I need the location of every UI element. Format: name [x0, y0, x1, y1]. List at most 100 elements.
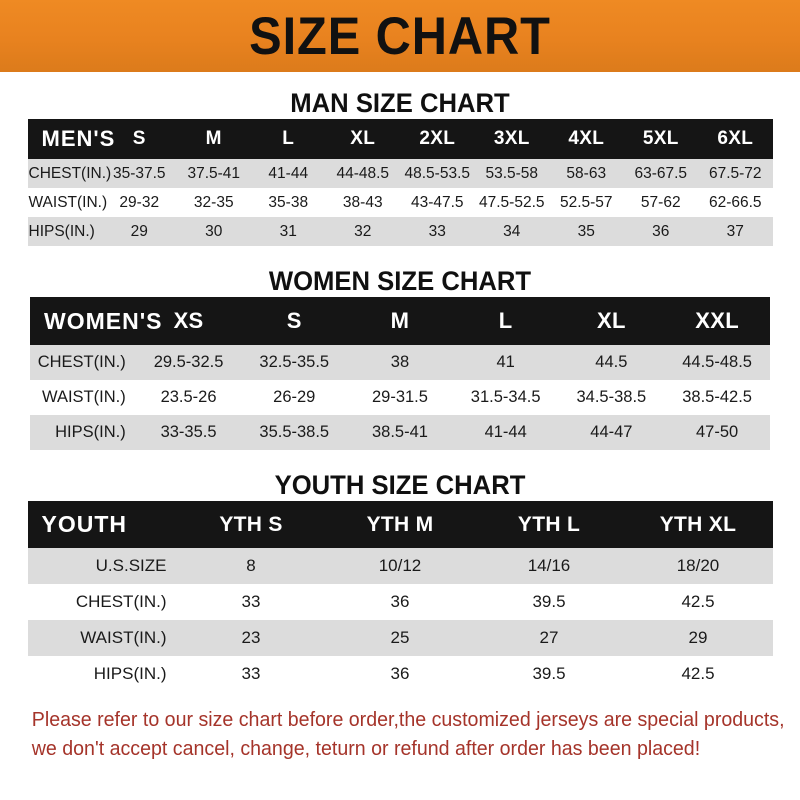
women-waist-xxl: 38.5-42.5 [664, 380, 770, 415]
table-row: U.S.SIZE 8 10/12 14/16 18/20 [27, 548, 773, 584]
youth-corner-label: YOUTH [27, 501, 177, 548]
man-row-waist-label: WAIST(IN.) [27, 188, 107, 217]
women-col-m: M [347, 297, 453, 345]
youth-hips-s: 33 [176, 656, 326, 692]
man-waist-2xl: 43-47.5 [400, 188, 475, 217]
youth-ussize-xl: 18/20 [623, 548, 773, 584]
man-table-head: MEN'S S M L XL 2XL 3XL 4XL 5XL 6XL [27, 119, 773, 159]
women-hips-s: 35.5-38.5 [241, 415, 348, 450]
man-hips-6xl: 37 [698, 217, 773, 246]
women-waist-s: 26-29 [241, 380, 348, 415]
man-hips-4xl: 35 [549, 217, 624, 246]
women-chest-xl: 44.5 [558, 345, 665, 380]
man-hips-2xl: 33 [400, 217, 475, 246]
women-row-waist-label: WAIST(IN.) [30, 380, 136, 415]
man-chest-2xl: 48.5-53.5 [400, 159, 475, 188]
women-row-chest-label: CHEST(IN.) [30, 345, 136, 380]
order-policy-note-line-1: Please refer to our size chart before or… [31, 709, 785, 731]
women-table-head: WOMEN'S XS S M L XL XXL [30, 297, 770, 345]
youth-chest-xl: 42.5 [623, 584, 773, 620]
man-waist-6xl: 62-66.5 [698, 188, 773, 217]
women-chest-l: 41 [452, 345, 559, 380]
women-hips-xxl: 47-50 [664, 415, 770, 450]
man-chest-xl: 44-48.5 [325, 159, 400, 188]
youth-waist-s: 23 [176, 620, 326, 656]
man-waist-m: 32-35 [176, 188, 251, 217]
man-chest-l: 41-44 [251, 159, 326, 188]
youth-chest-m: 36 [325, 584, 475, 620]
man-waist-l: 35-38 [251, 188, 326, 217]
man-col-xl: XL [325, 119, 400, 159]
youth-ussize-s: 8 [176, 548, 326, 584]
man-hips-l: 31 [251, 217, 326, 246]
page-title: SIZE CHART [249, 6, 551, 66]
youth-hips-m: 36 [325, 656, 475, 692]
man-table-body: CHEST(IN.) 35-37.5 37.5-41 41-44 44-48.5… [27, 159, 773, 246]
man-hips-s: 29 [102, 217, 177, 246]
man-waist-s: 29-32 [102, 188, 177, 217]
man-col-2xl: 2XL [400, 119, 475, 159]
man-col-5xl: 5XL [623, 119, 698, 159]
man-col-6xl: 6XL [698, 119, 773, 159]
women-chest-xxl: 44.5-48.5 [664, 345, 770, 380]
table-row: WAIST(IN.) 29-32 32-35 35-38 38-43 43-47… [27, 188, 773, 217]
women-hips-xs: 33-35.5 [135, 415, 242, 450]
women-col-l: L [452, 297, 559, 345]
man-col-s: S [102, 119, 177, 159]
women-size-table-wrapper: WOMEN'S XS S M L XL XXL CHEST(IN.) 29.5-… [30, 297, 770, 450]
man-size-table: MEN'S S M L XL 2XL 3XL 4XL 5XL 6XL CHEST… [27, 119, 773, 246]
youth-row-hips-label: HIPS(IN.) [27, 656, 177, 692]
man-waist-3xl: 47.5-52.5 [474, 188, 549, 217]
table-row: HIPS(IN.) 33 36 39.5 42.5 [27, 656, 773, 692]
man-chest-s: 35-37.5 [102, 159, 177, 188]
women-size-table: WOMEN'S XS S M L XL XXL CHEST(IN.) 29.5-… [30, 297, 770, 450]
man-chest-6xl: 67.5-72 [698, 159, 773, 188]
table-row: CHEST(IN.) 29.5-32.5 32.5-35.5 38 41 44.… [30, 345, 770, 380]
youth-section-title: YOUTH SIZE CHART [274, 470, 526, 500]
women-chest-xs: 29.5-32.5 [135, 345, 242, 380]
women-waist-xl: 34.5-38.5 [558, 380, 665, 415]
youth-ussize-m: 10/12 [325, 548, 475, 584]
man-waist-5xl: 57-62 [623, 188, 698, 217]
women-hips-m: 38.5-41 [347, 415, 453, 450]
table-row: WAIST(IN.) 23 25 27 29 [27, 620, 773, 656]
youth-table-head: YOUTH YTH S YTH M YTH L YTH XL [27, 501, 773, 548]
man-col-4xl: 4XL [549, 119, 624, 159]
youth-row-chest-label: CHEST(IN.) [27, 584, 177, 620]
man-row-chest-label: CHEST(IN.) [27, 159, 111, 188]
table-row: WAIST(IN.) 23.5-26 26-29 29-31.5 31.5-34… [30, 380, 770, 415]
women-header-row: WOMEN'S XS S M L XL XXL [30, 297, 770, 345]
page-banner: SIZE CHART [0, 0, 800, 72]
man-row-hips-label: HIPS(IN.) [27, 217, 102, 246]
man-hips-m: 30 [176, 217, 251, 246]
table-row: CHEST(IN.) 33 36 39.5 42.5 [27, 584, 773, 620]
man-hips-5xl: 36 [623, 217, 698, 246]
table-row: HIPS(IN.) 29 30 31 32 33 34 35 36 37 [27, 217, 773, 246]
women-corner-label: WOMEN'S [30, 297, 162, 345]
man-size-table-wrapper: MEN'S S M L XL 2XL 3XL 4XL 5XL 6XL CHEST… [27, 119, 773, 246]
man-header-row: MEN'S S M L XL 2XL 3XL 4XL 5XL 6XL [27, 119, 773, 159]
youth-table-body: U.S.SIZE 8 10/12 14/16 18/20 CHEST(IN.) … [27, 548, 773, 692]
man-chest-m: 37.5-41 [176, 159, 251, 188]
youth-chest-s: 33 [176, 584, 326, 620]
man-hips-xl: 32 [325, 217, 400, 246]
order-policy-note-line-2: we don't accept cancel, change, teturn o… [31, 738, 701, 760]
women-hips-xl: 44-47 [558, 415, 665, 450]
youth-row-waist-label: WAIST(IN.) [27, 620, 177, 656]
youth-chest-l: 39.5 [474, 584, 624, 620]
youth-col-s: YTH S [176, 501, 326, 548]
youth-size-table: YOUTH YTH S YTH M YTH L YTH XL U.S.SIZE … [27, 501, 773, 692]
man-waist-xl: 38-43 [325, 188, 400, 217]
man-col-m: M [176, 119, 251, 159]
table-row: CHEST(IN.) 35-37.5 37.5-41 41-44 44-48.5… [27, 159, 773, 188]
youth-header-row: YOUTH YTH S YTH M YTH L YTH XL [27, 501, 773, 548]
women-section-title: WOMEN SIZE CHART [268, 266, 532, 296]
women-col-xs: XS [135, 297, 242, 345]
women-hips-l: 41-44 [452, 415, 559, 450]
women-waist-xs: 23.5-26 [135, 380, 242, 415]
youth-ussize-l: 14/16 [474, 548, 624, 584]
women-col-xxl: XXL [664, 297, 770, 345]
man-chest-4xl: 58-63 [549, 159, 624, 188]
youth-waist-xl: 29 [623, 620, 773, 656]
